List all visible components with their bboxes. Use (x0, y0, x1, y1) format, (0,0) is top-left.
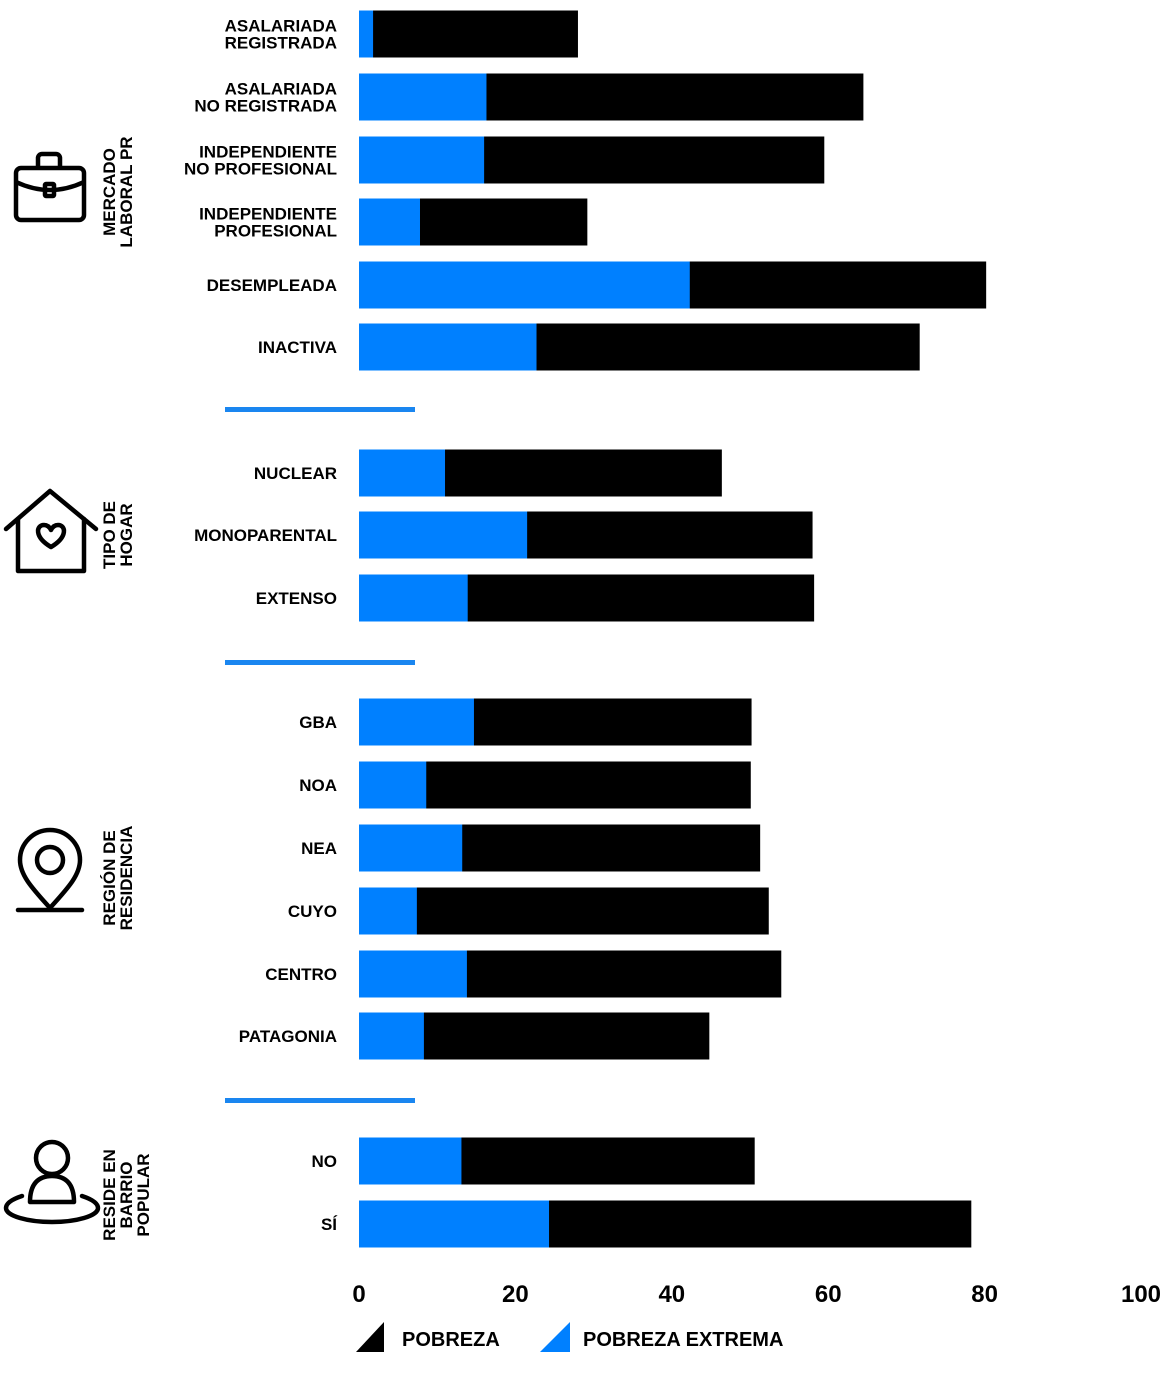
bar-pobreza-extrema (359, 73, 487, 121)
group-label: POPULAR (134, 1153, 153, 1236)
person-pin-icon (3, 1139, 101, 1225)
legend: POBREZA POBREZA EXTREMA (356, 1322, 783, 1352)
category-label: INACTIVA (258, 338, 337, 357)
group-separator (225, 1098, 415, 1103)
category-label: NO REGISTRADA (194, 97, 337, 116)
x-tick-label: 40 (658, 1281, 685, 1308)
group-label: BARRIO (117, 1161, 136, 1228)
group-label: REGIÓN DE (100, 830, 119, 925)
bar-pobreza-extrema (359, 698, 474, 746)
legend-swatch-pobreza-extrema (540, 1322, 570, 1352)
x-tick-label: 100 (1121, 1281, 1161, 1308)
category-label: NO PROFESIONAL (184, 160, 337, 179)
category-label: CUYO (288, 902, 337, 921)
bar-pobreza-extrema (359, 198, 420, 246)
bars-layer (359, 10, 987, 1248)
group-label: TIPO DE (100, 501, 119, 569)
group-label: MERCADO (100, 148, 119, 236)
group-label: LABORAL PR (117, 136, 136, 247)
category-label: CENTRO (265, 965, 337, 984)
category-label: DESEMPLEADA (207, 276, 337, 295)
legend-swatch-pobreza (356, 1322, 384, 1352)
category-label: NOA (299, 776, 337, 795)
category-label: INDEPENDIENTE (199, 143, 337, 162)
x-axis: 0 20 40 60 80 100 (352, 1281, 1161, 1308)
bar-pobreza-extrema (359, 10, 374, 58)
bar-pobreza-extrema (359, 261, 690, 309)
category-label: ASALARIADA (225, 17, 337, 36)
bar-pobreza (359, 887, 769, 935)
bar-pobreza-extrema (359, 511, 528, 559)
category-label: MONOPARENTAL (194, 526, 337, 545)
x-tick-label: 20 (502, 1281, 529, 1308)
group-separator (225, 660, 415, 665)
x-tick-label: 0 (352, 1281, 365, 1308)
category-label: NEA (301, 839, 337, 858)
bar-pobreza-extrema (359, 824, 463, 872)
group-label: RESIDE EN (100, 1149, 119, 1241)
category-label: ASALARIADA (225, 80, 337, 99)
bar-pobreza-extrema (359, 761, 427, 809)
x-tick-label: 80 (971, 1281, 998, 1308)
category-label: REGISTRADA (225, 34, 337, 53)
group-separator (225, 407, 415, 412)
bar-pobreza-extrema (359, 136, 485, 184)
briefcase-icon (13, 151, 87, 223)
category-label: NO (312, 1152, 338, 1171)
bar-pobreza-extrema (359, 1137, 462, 1185)
category-label: INDEPENDIENTE (199, 205, 337, 224)
category-label: EXTENSO (256, 589, 337, 608)
bar-pobreza-extrema (359, 574, 468, 622)
category-label: PATAGONIA (239, 1027, 337, 1046)
bar-pobreza-extrema (359, 887, 417, 935)
group-label: HOGAR (117, 503, 136, 566)
category-label: NUCLEAR (254, 464, 337, 483)
group-separators (225, 407, 415, 1103)
home-heart-icon (3, 488, 99, 574)
bar-pobreza-extrema (359, 449, 446, 497)
category-label: SÍ (321, 1215, 338, 1234)
group-label: RESIDENCIA (117, 826, 136, 931)
bar-pobreza-extrema (359, 950, 467, 998)
legend-label-pobreza-extrema: POBREZA EXTREMA (583, 1329, 783, 1351)
category-label: GBA (299, 713, 337, 732)
bar-pobreza-extrema (359, 1012, 424, 1060)
bar-pobreza (359, 10, 578, 58)
map-pin-icon (15, 827, 85, 913)
legend-label-pobreza: POBREZA (402, 1329, 500, 1351)
bar-pobreza-extrema (359, 1200, 550, 1248)
x-tick-label: 60 (815, 1281, 842, 1308)
bar-pobreza-extrema (359, 323, 537, 371)
category-label: PROFESIONAL (214, 222, 337, 241)
